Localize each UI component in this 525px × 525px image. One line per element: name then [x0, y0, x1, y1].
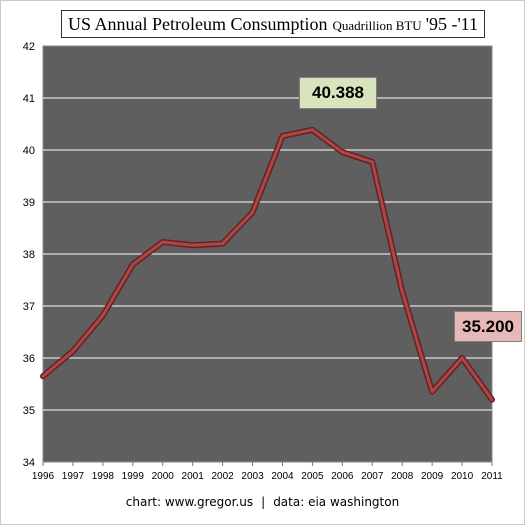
- x-tick-label: 2011: [481, 471, 503, 482]
- x-tick-label: 1997: [62, 471, 85, 482]
- callout-peak-value: 40.388: [299, 77, 377, 109]
- x-tick-label: 2005: [301, 471, 324, 482]
- x-tick-label: 2002: [211, 471, 234, 482]
- y-tick-label: 40: [23, 145, 35, 157]
- data-point: [310, 128, 314, 132]
- data-point: [101, 313, 105, 317]
- footer-source: data: eia washington: [273, 495, 400, 509]
- y-tick-label: 36: [23, 353, 35, 365]
- y-axis-ticks: 34 35 36 37 38 39 40 41 42: [23, 41, 35, 469]
- data-point: [280, 134, 284, 138]
- x-tick-label: 1998: [92, 471, 115, 482]
- x-tick-label: 2010: [451, 471, 474, 482]
- data-point: [460, 356, 464, 360]
- data-point: [340, 150, 344, 154]
- y-tick-label: 39: [23, 197, 35, 209]
- x-tick-label: 2008: [391, 471, 414, 482]
- title-main: US Annual Petroleum Consumption: [68, 14, 328, 34]
- data-point: [490, 398, 494, 402]
- chart-title: US Annual Petroleum Consumption Quadrill…: [61, 10, 486, 38]
- data-point: [251, 210, 255, 214]
- data-point: [191, 243, 195, 247]
- y-tick-label: 41: [23, 93, 35, 105]
- series-line: [41, 128, 494, 402]
- x-tick-label: 2000: [152, 471, 175, 482]
- y-tick-label: 38: [23, 249, 35, 261]
- data-point: [161, 240, 165, 244]
- x-tick-label: 2009: [421, 471, 444, 482]
- x-tick-label: 1999: [122, 471, 145, 482]
- data-point: [71, 349, 75, 353]
- x-tick-label: 2004: [271, 471, 294, 482]
- y-tick-label: 34: [23, 457, 35, 469]
- title-years: '95 -'11: [425, 14, 479, 34]
- data-point: [400, 289, 404, 293]
- x-tick-label: 2006: [331, 471, 354, 482]
- x-tick-label: 1996: [32, 471, 55, 482]
- callout-latest-value: 35.200: [454, 311, 522, 342]
- y-tick-label: 35: [23, 405, 35, 417]
- data-point: [221, 242, 225, 246]
- chart-footer: chart: www.gregor.us | data: eia washingto…: [0, 495, 525, 509]
- series-consumption: [40, 126, 495, 403]
- y-tick-label: 37: [23, 301, 35, 313]
- data-point: [41, 374, 45, 378]
- x-axis-ticks: 1996 1997 1998 1999 2000 2001 2002 2003 2004 2005…: [32, 462, 503, 482]
- x-tick-label: 2007: [361, 471, 384, 482]
- title-unit: Quadrillion BTU: [332, 18, 422, 33]
- footer-separator: |: [261, 495, 266, 509]
- data-point: [430, 390, 434, 394]
- x-tick-label: 2003: [241, 471, 264, 482]
- data-point: [370, 160, 374, 164]
- data-point: [131, 262, 135, 266]
- y-tick-label: 42: [23, 41, 35, 53]
- gridlines: [43, 97, 492, 411]
- x-tick-label: 2001: [182, 471, 205, 482]
- footer-credit: chart: www.gregor.us: [125, 495, 254, 509]
